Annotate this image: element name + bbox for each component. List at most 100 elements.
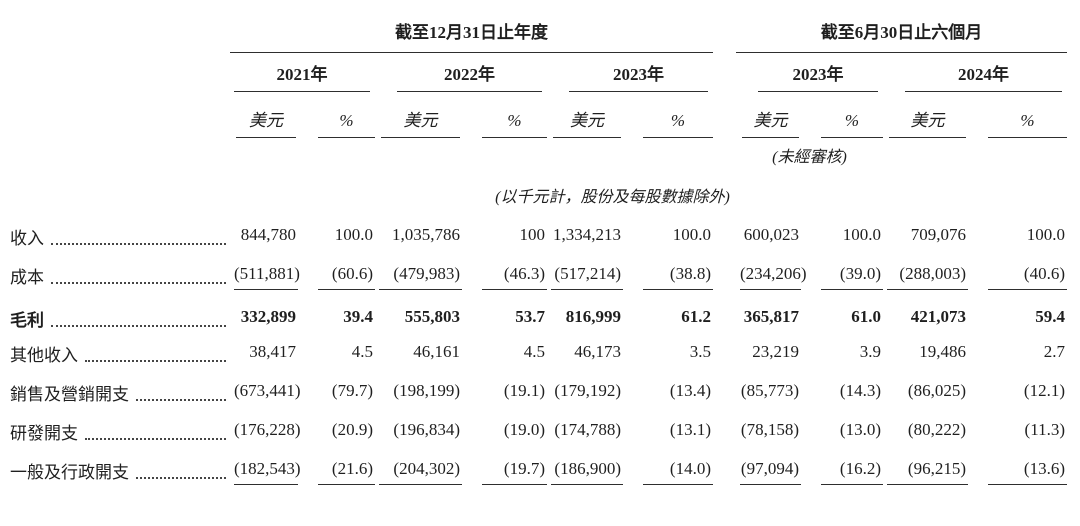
table-row: 其他收入 38,417 4.5 46,161 4.5 46,173 3.5 23,219 3.9… xyxy=(10,335,1067,374)
usd-value-cell: (86,025) xyxy=(907,381,966,400)
unit-header-usd: 美元 xyxy=(375,92,464,138)
usd-value-cell: (179,192) xyxy=(554,381,621,400)
usd-value-cell: 332,899 xyxy=(240,307,296,326)
pct-value-cell: (39.0) xyxy=(803,257,883,296)
spacer-cell xyxy=(10,138,736,172)
usd-value-cell: (673,441) xyxy=(234,381,301,400)
usd-value-cell: (196,834) xyxy=(393,420,460,439)
interim-period-label: 截至6月30日止六個月 xyxy=(820,22,983,42)
spacer-cell xyxy=(713,335,736,374)
spacer-cell xyxy=(713,413,736,452)
usd-value-cell: 709,076 xyxy=(910,225,966,244)
row-label: 一般及行政開支 xyxy=(10,463,129,482)
pct-value-cell: (46.3) xyxy=(464,257,547,296)
row-label: 毛利 xyxy=(10,311,44,330)
usd-value-cell: 816,999 xyxy=(565,307,621,326)
unaudited-note-row: (未經審核) xyxy=(10,138,1067,172)
usd-value-cell: (517,214) xyxy=(547,257,625,296)
usd-value-cell: 1,334,213 xyxy=(553,225,621,244)
unit-header-row: 美元 % 美元 % 美元 % 美元 % 美元 % xyxy=(10,92,1067,138)
spacer-cell xyxy=(713,52,736,92)
pct-value-cell: (19.1) xyxy=(503,381,545,400)
row-label-cell: 銷售及營銷開支 xyxy=(10,374,230,413)
usd-value-cell: (174,788) xyxy=(554,420,621,439)
unit-header-usd: 美元 xyxy=(736,92,803,138)
usd-value-cell: (288,003) xyxy=(883,257,970,296)
pct-value-cell: 100.0 xyxy=(334,225,373,244)
usd-value-cell: 421,073 xyxy=(910,307,966,326)
dot-leader xyxy=(85,352,226,362)
pct-value-cell: 100.0 xyxy=(1026,225,1065,244)
spacer-cell xyxy=(713,296,736,335)
usd-value-cell: (96,215) xyxy=(883,452,970,491)
table-row: 研發開支 (176,228) (20.9) (196,834) (19.0) (174,7… xyxy=(10,413,1067,452)
pct-value-cell: (38.8) xyxy=(625,257,713,296)
unit-header-pct: % xyxy=(803,92,883,138)
pct-value-cell: 100 xyxy=(519,225,546,244)
unit-header-pct: % xyxy=(625,92,713,138)
row-label: 研發開支 xyxy=(10,424,78,443)
spacer-cell xyxy=(10,52,230,92)
usd-value-cell: 38,417 xyxy=(249,342,296,361)
pct-value-cell: 100.0 xyxy=(672,225,711,244)
dot-leader xyxy=(51,317,226,327)
year-header-2023: 2023年 xyxy=(547,52,713,92)
usd-value-cell: (182,543) xyxy=(230,452,301,491)
pct-value-cell: 2.7 xyxy=(1043,342,1065,361)
interim-period-header: 截至6月30日止六個月 xyxy=(736,10,1067,53)
pct-value-cell: 39.4 xyxy=(343,307,373,326)
table-row: 毛利 332,899 39.4 555,803 53.7 816,999 61.2 365,8… xyxy=(10,296,1067,335)
row-label: 收入 xyxy=(10,229,44,248)
row-label-cell: 其他收入 xyxy=(10,335,230,374)
pct-value-cell: (12.1) xyxy=(1023,381,1065,400)
pct-value-cell: 3.9 xyxy=(859,342,881,361)
unit-header-usd: 美元 xyxy=(230,92,300,138)
pct-value-cell: 53.7 xyxy=(515,307,545,326)
dot-leader xyxy=(85,430,226,440)
usd-value-cell: 365,817 xyxy=(743,307,799,326)
annual-period-label: 截至12月31日止年度 xyxy=(395,22,548,42)
basis-note-row: (以千元計，股份及每股數據除外) xyxy=(10,172,1067,218)
unit-header-pct: % xyxy=(970,92,1067,138)
usd-value-cell: 844,780 xyxy=(240,225,296,244)
pct-value-cell: 3.5 xyxy=(689,342,711,361)
spacer-cell xyxy=(10,92,230,138)
unit-header-pct: % xyxy=(300,92,375,138)
dot-leader xyxy=(51,235,226,245)
spacer-cell xyxy=(713,218,736,257)
period-group-header-row: 截至12月31日止年度 截至6月30日止六個月 xyxy=(10,10,1067,53)
usd-value-cell: 555,803 xyxy=(404,307,460,326)
usd-value-cell: (204,302) xyxy=(375,452,464,491)
spacer-cell xyxy=(713,10,736,52)
spacer-cell xyxy=(713,374,736,413)
usd-value-cell: (176,228) xyxy=(234,420,301,439)
pct-value-cell: (16.2) xyxy=(803,452,883,491)
pct-value-cell: (11.3) xyxy=(1024,420,1065,439)
year-header-2024: 2024年 xyxy=(883,52,1067,92)
pct-value-cell: 4.5 xyxy=(523,342,545,361)
pct-value-cell: (19.0) xyxy=(503,420,545,439)
pct-value-cell: 100.0 xyxy=(842,225,881,244)
table-row: 成本 (511,881) (60.6) (479,983) (46.3) (517,214… xyxy=(10,257,1067,296)
usd-value-cell: (186,900) xyxy=(547,452,625,491)
usd-value-cell: 23,219 xyxy=(752,342,799,361)
row-label: 銷售及營銷開支 xyxy=(10,385,129,404)
year-header-2022: 2022年 xyxy=(375,52,547,92)
pct-value-cell: (21.6) xyxy=(300,452,375,491)
row-label-cell: 毛利 xyxy=(10,296,230,335)
spacer-cell xyxy=(10,10,230,52)
pct-value-cell: (14.0) xyxy=(625,452,713,491)
usd-value-cell: (85,773) xyxy=(740,381,799,400)
pct-value-cell: 61.2 xyxy=(681,307,711,326)
table-row: 收入 844,780 100.0 1,035,786 100 1,334,213 100.0… xyxy=(10,218,1067,257)
usd-value-cell: (511,881) xyxy=(230,257,300,296)
usd-value-cell: (198,199) xyxy=(393,381,460,400)
income-statement-table: 截至12月31日止年度 截至6月30日止六個月 2021年 2022年 2023… xyxy=(10,10,1067,491)
pct-value-cell: (14.3) xyxy=(839,381,881,400)
basis-of-presentation-note: (以千元計，股份及每股數據除外) xyxy=(495,189,730,206)
usd-value-cell: (80,222) xyxy=(907,420,966,439)
usd-value-cell: (479,983) xyxy=(375,257,464,296)
pct-value-cell: 61.0 xyxy=(851,307,881,326)
unaudited-note: (未經審核) xyxy=(772,149,847,166)
usd-value-cell: 600,023 xyxy=(743,225,799,244)
